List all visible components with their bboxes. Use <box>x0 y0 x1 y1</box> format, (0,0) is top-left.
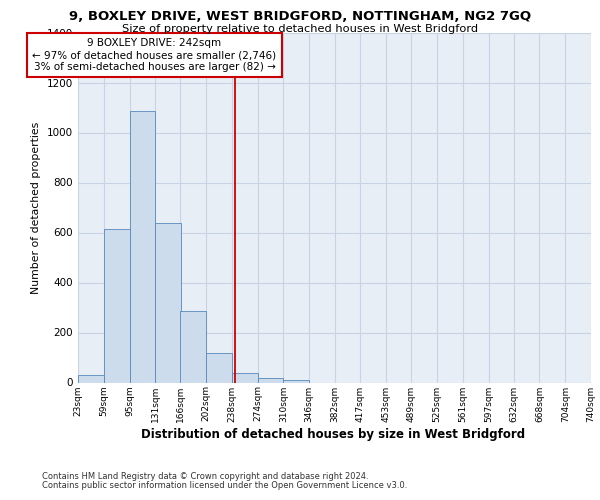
Bar <box>181 311 206 382</box>
Bar <box>232 372 257 382</box>
Text: Contains public sector information licensed under the Open Government Licence v3: Contains public sector information licen… <box>42 481 407 490</box>
Bar <box>104 229 130 382</box>
Text: Contains HM Land Registry data © Crown copyright and database right 2024.: Contains HM Land Registry data © Crown c… <box>42 472 368 481</box>
Bar <box>283 380 309 382</box>
Bar <box>257 378 283 382</box>
Bar <box>155 222 181 382</box>
Bar <box>78 375 104 382</box>
Bar <box>206 352 232 382</box>
Text: 9, BOXLEY DRIVE, WEST BRIDGFORD, NOTTINGHAM, NG2 7GQ: 9, BOXLEY DRIVE, WEST BRIDGFORD, NOTTING… <box>69 10 531 23</box>
Text: Distribution of detached houses by size in West Bridgford: Distribution of detached houses by size … <box>141 428 525 441</box>
Text: Size of property relative to detached houses in West Bridgford: Size of property relative to detached ho… <box>122 24 478 34</box>
Bar <box>130 112 155 382</box>
Text: 9 BOXLEY DRIVE: 242sqm
← 97% of detached houses are smaller (2,746)
3% of semi-d: 9 BOXLEY DRIVE: 242sqm ← 97% of detached… <box>32 38 277 72</box>
Y-axis label: Number of detached properties: Number of detached properties <box>31 122 41 294</box>
